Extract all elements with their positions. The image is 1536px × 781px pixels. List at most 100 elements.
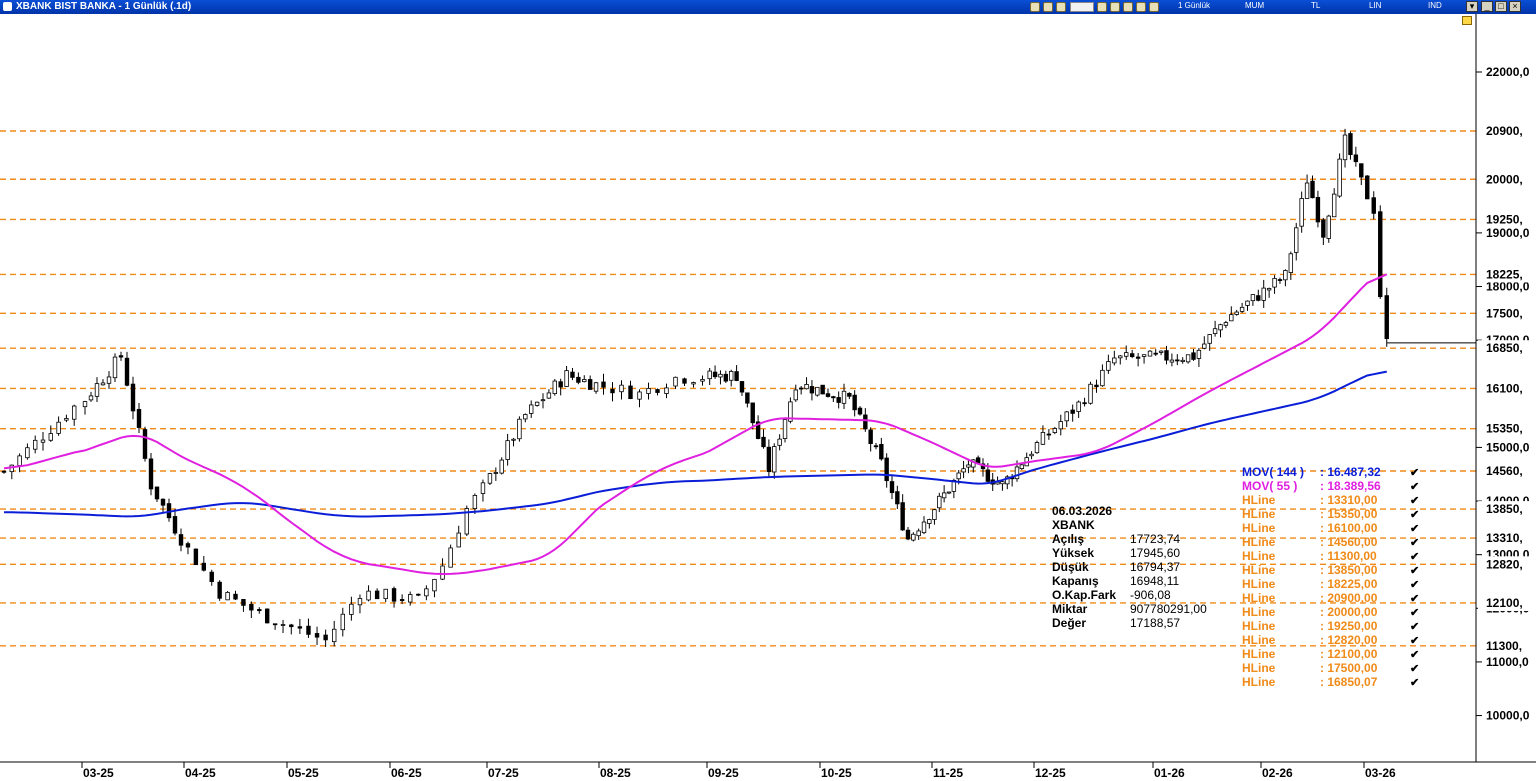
maximize-button[interactable]: □: [1495, 1, 1507, 12]
candle-body: [1070, 409, 1075, 414]
checkmark-icon[interactable]: ✔: [1410, 663, 1419, 675]
toolbar-icon-3[interactable]: [1056, 2, 1066, 12]
candle-body: [340, 613, 345, 631]
legend-name: MOV( 55 ): [1242, 479, 1297, 493]
candle-body: [956, 472, 961, 480]
candle-body: [745, 392, 750, 404]
scale-selector[interactable]: LIN: [1369, 1, 1382, 10]
chart-style-selector[interactable]: MUM: [1245, 1, 1265, 10]
checkmark-icon[interactable]: ✔: [1410, 635, 1419, 647]
checkmark-icon[interactable]: ✔: [1410, 579, 1419, 591]
candle-body: [1034, 442, 1040, 454]
checkmark-icon[interactable]: ✔: [1410, 677, 1419, 689]
close-button[interactable]: ×: [1509, 1, 1521, 12]
candle-body: [1106, 361, 1111, 371]
candle-body: [673, 376, 678, 387]
candle-body: [25, 447, 30, 459]
candle-body: [921, 521, 927, 534]
window-title: XBANK BIST BANKA - 1 Günlük (.1d): [16, 1, 192, 12]
toolbar-field[interactable]: [1070, 2, 1094, 12]
dropdown-icon[interactable]: ▾: [1466, 1, 1478, 12]
x-tick-label: 11-25: [933, 766, 963, 780]
candle-body: [193, 548, 199, 566]
hline-tag-bg: [1478, 171, 1536, 188]
candle-body: [357, 598, 363, 606]
checkmark-icon[interactable]: ✔: [1410, 509, 1419, 521]
info-label: O.Kap.Fark: [1052, 588, 1116, 602]
checkmark-icon[interactable]: ✔: [1410, 467, 1419, 479]
candle-body: [487, 473, 493, 484]
candle-body: [1147, 350, 1153, 357]
legend-value: : 16.487,32: [1320, 465, 1381, 479]
checkmark-icon[interactable]: ✔: [1410, 495, 1419, 507]
x-tick-label: 03-26: [1365, 766, 1396, 780]
mov-55-line[interactable]: [3, 273, 1388, 576]
candle-body: [172, 516, 178, 534]
minimize-button[interactable]: _: [1481, 1, 1493, 12]
candle-body: [374, 590, 380, 600]
candle-body: [209, 571, 214, 582]
legend-name: HLine: [1242, 633, 1276, 647]
lock-icon[interactable]: [1462, 16, 1472, 25]
info-value: -906,08: [1130, 588, 1171, 602]
candle-body: [1180, 359, 1185, 362]
candle-body: [558, 381, 563, 388]
candle-body: [1266, 288, 1272, 291]
candle-body: [1337, 158, 1342, 197]
checkmark-icon[interactable]: ✔: [1410, 537, 1419, 549]
candle-body: [48, 433, 53, 441]
checkmark-icon[interactable]: ✔: [1410, 593, 1419, 605]
checkmark-icon[interactable]: ✔: [1410, 523, 1419, 535]
candle-body: [937, 495, 942, 509]
info-value: 907780291,00: [1130, 602, 1207, 616]
candle-body: [366, 590, 371, 601]
candle-body: [546, 392, 552, 399]
toolbar-icon-4[interactable]: [1097, 2, 1107, 12]
pencil-icon[interactable]: [1123, 2, 1133, 12]
indicator-selector[interactable]: IND: [1428, 1, 1442, 10]
toolbar-icon-7[interactable]: [1149, 2, 1159, 12]
info-label: Düşük: [1052, 560, 1089, 574]
candle-body: [788, 401, 793, 422]
x-tick-label: 04-25: [185, 766, 216, 780]
candle-body: [691, 382, 696, 385]
checkmark-icon[interactable]: ✔: [1410, 649, 1419, 661]
candle-body: [1088, 383, 1093, 404]
candle-body: [911, 533, 916, 541]
candle-body: [280, 624, 286, 626]
candle-body: [72, 405, 77, 420]
candle-body: [1202, 343, 1207, 349]
checkmark-icon[interactable]: ✔: [1410, 621, 1419, 633]
mov-144-line[interactable]: [3, 370, 1387, 518]
checkmark-icon[interactable]: ✔: [1410, 481, 1419, 493]
candle-body: [564, 370, 569, 387]
candle-body: [1046, 433, 1052, 436]
x-tick-label: 01-26: [1154, 766, 1185, 780]
legend-value: : 15350,00: [1320, 507, 1378, 521]
candle-body: [646, 388, 651, 394]
candle-body: [1218, 324, 1223, 331]
toolbar-icon-5[interactable]: [1110, 2, 1120, 12]
legend-name: HLine: [1242, 605, 1276, 619]
legend-name: HLine: [1242, 493, 1276, 507]
currency-selector[interactable]: TL: [1311, 1, 1321, 10]
candle-body: [440, 565, 445, 580]
checkmark-icon[interactable]: ✔: [1410, 565, 1419, 577]
candle-body: [264, 608, 270, 624]
checkmark-icon[interactable]: ✔: [1410, 607, 1419, 619]
toolbar-icon-6[interactable]: [1136, 2, 1146, 12]
legend-value: : 16850,07: [1320, 675, 1378, 689]
toolbar-icon-1[interactable]: [1030, 2, 1040, 12]
candle-body: [185, 543, 191, 548]
toolbar-icon-2[interactable]: [1043, 2, 1053, 12]
candle-body: [323, 634, 328, 641]
candle-body: [1196, 349, 1202, 359]
candle-body: [873, 445, 879, 448]
candle-body: [1112, 357, 1117, 364]
x-tick-label: 09-25: [708, 766, 739, 780]
period-selector[interactable]: 1 Günlük: [1178, 1, 1211, 10]
candle-body: [1005, 476, 1010, 485]
checkmark-icon[interactable]: ✔: [1410, 551, 1419, 563]
candle-body: [1288, 253, 1294, 273]
